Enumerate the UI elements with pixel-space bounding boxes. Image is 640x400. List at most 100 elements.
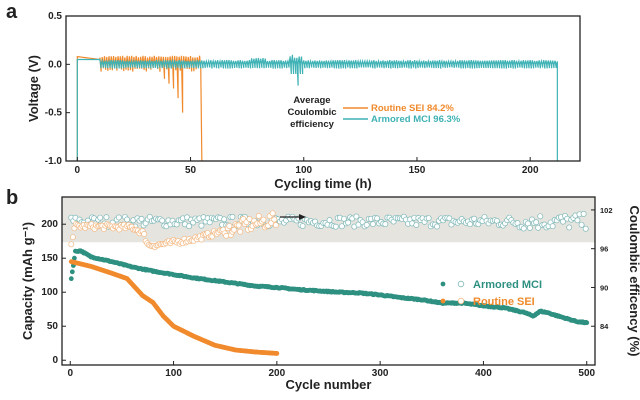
y-right-tick-label: 90 <box>600 283 608 292</box>
x-tick-label: 200 <box>522 165 539 176</box>
legend-label: Armored MCI 96.3% <box>371 114 461 125</box>
ce-point-routine-sei <box>271 216 278 223</box>
y-tick-label: 50 <box>47 321 59 332</box>
y-right-axis-label: Coulombic efficency (%) <box>627 206 640 357</box>
ce-point-routine-sei <box>272 222 279 229</box>
ce-point-armored-mci <box>526 224 533 231</box>
plot-frame <box>65 15 581 162</box>
arrow-head <box>299 214 306 220</box>
ce-point-armored-mci <box>560 218 566 225</box>
y-tick-label: 0.0 <box>48 59 62 70</box>
ce-point-armored-mci <box>363 221 370 228</box>
capacity-point-routine-sei <box>274 351 280 356</box>
y-right-tick-label: 96 <box>600 245 608 254</box>
ce-point-armored-mci <box>299 223 306 229</box>
legend-open-marker <box>457 297 465 305</box>
ce-point-armored-mci <box>574 217 581 224</box>
x-tick-label: 100 <box>165 368 182 379</box>
x-tick-label: 400 <box>475 368 492 379</box>
ce-point-armored-mci <box>535 224 542 231</box>
x-axis-label: Cycle number <box>286 377 372 392</box>
ce-point-armored-mci <box>582 225 589 232</box>
ce-point-armored-mci <box>425 215 432 222</box>
ce-point-armored-mci <box>332 223 339 230</box>
x-tick-label: 500 <box>578 368 595 379</box>
y-tick-label: 200 <box>41 219 58 230</box>
x-tick-label: 50 <box>185 165 197 176</box>
panel-label-a: a <box>6 1 18 23</box>
ce-point-armored-mci <box>537 213 544 220</box>
ce-point-routine-sei <box>231 226 237 233</box>
ce-point-armored-mci <box>471 215 478 222</box>
ce-point-armored-mci <box>580 210 587 217</box>
ce-point-armored-mci <box>369 221 376 228</box>
capacity-point-armored-mci <box>71 255 77 261</box>
legend-open-marker <box>457 280 465 288</box>
capacity-point-armored-mci <box>584 320 590 326</box>
ce-point-routine-sei <box>260 216 267 223</box>
legend-title: Average <box>293 95 330 106</box>
y-right-tick-label: 102 <box>600 206 613 215</box>
ce-point-armored-mci <box>374 215 380 222</box>
y-axis-label: Voltage (V) <box>26 55 41 122</box>
ce-point-armored-mci <box>533 219 540 226</box>
x-tick-label: 200 <box>269 368 286 379</box>
ce-point-armored-mci <box>549 223 556 230</box>
ce-point-armored-mci <box>353 213 360 220</box>
legend-label: Routine SEI <box>473 296 535 308</box>
ce-point-armored-mci <box>198 222 205 229</box>
ce-point-armored-mci <box>159 217 166 224</box>
ce-point-armored-mci <box>382 221 389 228</box>
ce-point-armored-mci <box>413 222 420 228</box>
series-routine-sei-line <box>76 55 203 161</box>
x-tick-label: 0 <box>67 368 73 379</box>
y-tick-label: -1.0 <box>45 156 63 167</box>
panel-label-b: b <box>6 187 18 209</box>
y-right-tick-label: 84 <box>600 322 609 331</box>
series-armored-mci-line <box>76 54 558 161</box>
ce-point-armored-mci <box>186 223 193 230</box>
ce-point-armored-mci <box>566 224 573 231</box>
y-tick-label: 0 <box>52 355 58 366</box>
legend-filled-marker <box>440 298 446 304</box>
ce-point-routine-sei <box>226 223 233 229</box>
y-tick-label: 0.5 <box>48 11 62 22</box>
y-tick-label: 100 <box>41 287 58 298</box>
ce-point-routine-sei <box>255 212 262 219</box>
x-tick-label: 0 <box>75 165 81 176</box>
panel-a: 0 50 100 150 200 0.5 0.0 -0.5 -1.0 Cycling time (… <box>26 11 581 191</box>
ce-point-armored-mci <box>338 223 345 230</box>
legend-label: Routine SEI 84.2% <box>371 103 454 114</box>
ce-point-armored-mci <box>115 214 122 221</box>
ce-point-armored-mci <box>103 214 110 221</box>
x-tick-label: 150 <box>409 165 426 176</box>
legend-filled-marker <box>440 281 446 287</box>
y-tick-label: 150 <box>41 253 58 264</box>
ce-point-armored-mci <box>578 221 585 228</box>
ce-point-routine-sei <box>235 222 242 229</box>
y-tick-label: -0.5 <box>45 108 63 119</box>
ce-point-routine-sei <box>69 234 76 241</box>
ce-point-armored-mci <box>97 214 104 221</box>
plot-frame <box>61 196 596 366</box>
ce-point-routine-sei <box>237 228 244 235</box>
ce-point-routine-sei <box>68 241 75 248</box>
ce-point-routine-sei <box>141 231 148 237</box>
ce-point-armored-mci <box>446 215 453 222</box>
panel-b: 0 100 200 300 400 500 0 50 100 150 200 84 90 96 102 Cyc… <box>20 196 640 392</box>
ce-point-armored-mci <box>124 216 131 223</box>
ce-point-armored-mci <box>434 223 440 230</box>
x-tick-label: 100 <box>295 165 312 176</box>
x-tick-label: 300 <box>372 368 389 379</box>
legend-label: Armored MCI <box>473 279 542 291</box>
y-axis-label: Capacity (mAh g⁻¹) <box>20 222 35 340</box>
ce-point-armored-mci <box>138 216 145 222</box>
ce-point-armored-mci <box>467 221 473 228</box>
x-axis-label: Cycling time (h) <box>274 176 372 191</box>
ce-point-armored-mci <box>229 213 236 220</box>
legend-title: Coulombic <box>287 107 336 118</box>
ce-point-armored-mci <box>221 216 228 223</box>
legend-title: efficiency <box>290 119 335 130</box>
capacity-point-armored-mci <box>68 276 74 282</box>
